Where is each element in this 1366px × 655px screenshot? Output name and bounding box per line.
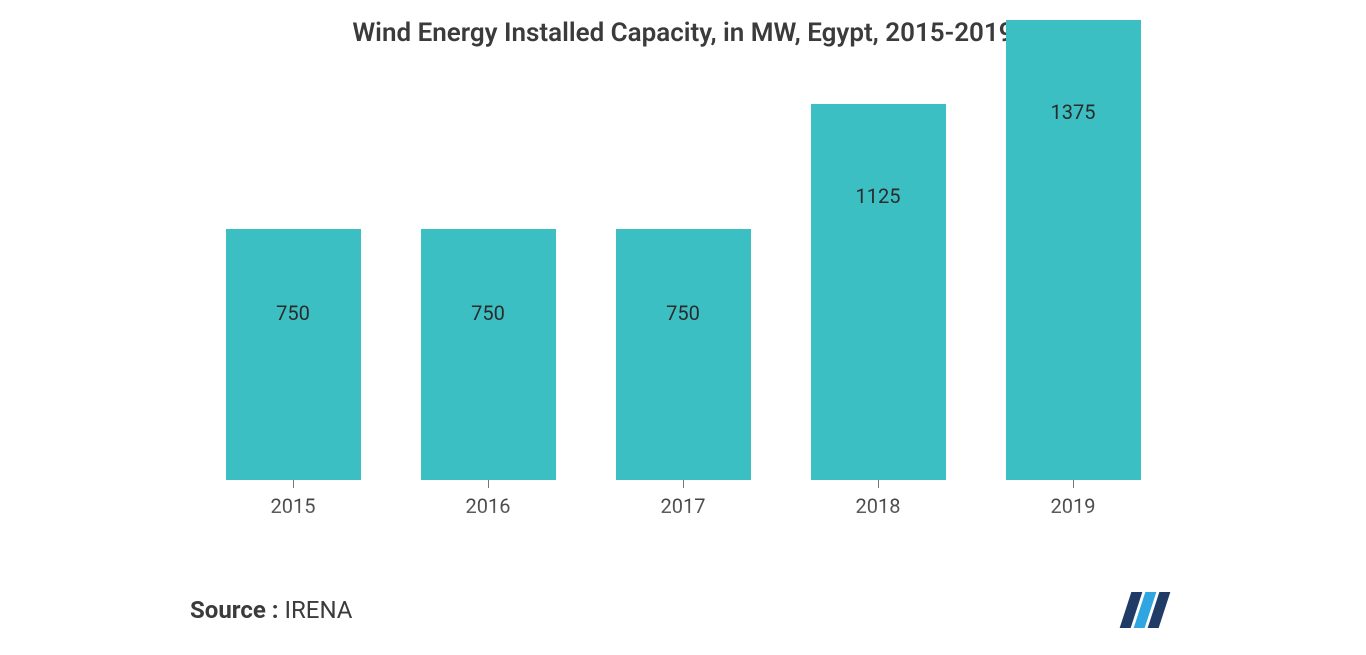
- chart-footer: Source : IRENA: [0, 565, 1366, 655]
- source-prefix: Source :: [190, 596, 279, 624]
- axis-tick: [683, 480, 684, 488]
- category-label: 2018: [856, 494, 901, 518]
- category-label: 2015: [271, 494, 316, 518]
- bar-group: 1125 2018: [811, 104, 946, 518]
- bar-group: 750 2017: [616, 229, 751, 518]
- brand-logo-icon: [1114, 590, 1176, 630]
- bar-value-label: 1125: [856, 184, 901, 208]
- bar: 1375: [1006, 20, 1141, 480]
- bar-value-label: 750: [666, 301, 700, 325]
- source-text: Source : IRENA: [190, 596, 352, 624]
- axis-tick: [488, 480, 489, 488]
- bar-value-label: 1375: [1051, 100, 1096, 124]
- bar-group: 750 2016: [421, 229, 556, 518]
- axis-tick: [1073, 480, 1074, 488]
- bar: 750: [616, 229, 751, 480]
- bar: 750: [226, 229, 361, 480]
- bar-value-label: 750: [276, 301, 310, 325]
- bar: 1125: [811, 104, 946, 480]
- category-label: 2019: [1051, 494, 1096, 518]
- chart-plot-area: 750 2015 750 2016 750 2017 1125 2018 1375 2019: [0, 58, 1366, 518]
- bar-group: 750 2015: [226, 229, 361, 518]
- axis-tick: [878, 480, 879, 488]
- source-name: IRENA: [279, 596, 353, 624]
- axis-tick: [293, 480, 294, 488]
- category-label: 2017: [661, 494, 706, 518]
- bar: 750: [421, 229, 556, 480]
- bar-group: 1375 2019: [1006, 20, 1141, 518]
- category-label: 2016: [466, 494, 511, 518]
- chart-title: Wind Energy Installed Capacity, in MW, E…: [0, 0, 1366, 58]
- chart-container: Wind Energy Installed Capacity, in MW, E…: [0, 0, 1366, 655]
- bar-value-label: 750: [471, 301, 505, 325]
